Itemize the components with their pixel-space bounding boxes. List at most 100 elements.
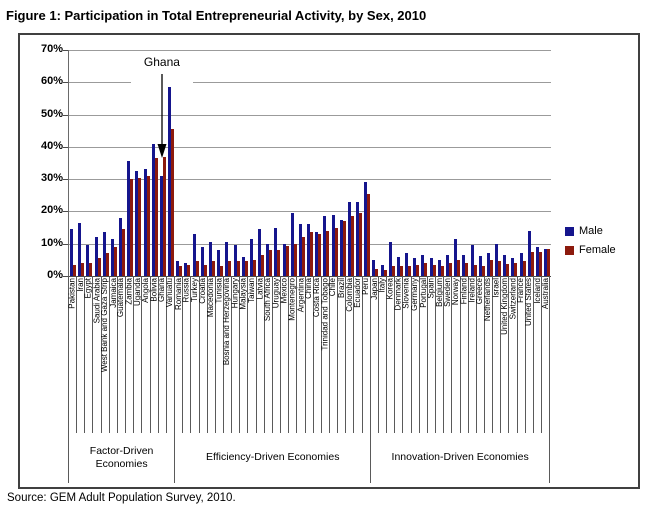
- bar-female: [220, 266, 224, 276]
- bar-male: [315, 232, 319, 276]
- x-label-cell: Hungary: [231, 276, 240, 433]
- country-slot: [143, 50, 151, 276]
- bar-female: [261, 255, 265, 276]
- country-slot: [518, 50, 526, 276]
- plot-area: [68, 50, 551, 277]
- y-tick-mark: [63, 114, 68, 116]
- x-label-cell: Norway: [451, 276, 460, 433]
- x-label-cell: Brazil: [337, 276, 346, 433]
- x-label-cell: Korea: [386, 276, 395, 433]
- country-slot: [339, 50, 347, 276]
- x-label-cell: Trinidad and Tobago: [320, 276, 329, 433]
- female-swatch-icon: [565, 245, 574, 255]
- bar-male: [298, 224, 302, 276]
- country-slot: [159, 50, 167, 276]
- x-label-cell: Malaysia: [239, 276, 248, 433]
- x-label-cell: Italy: [378, 276, 387, 433]
- bar-female: [498, 261, 502, 276]
- country-slot: [167, 50, 175, 276]
- legend: Male Female: [565, 225, 616, 263]
- bar-male: [339, 219, 343, 276]
- x-label-cell: Israel: [492, 276, 501, 433]
- country-slot: [94, 50, 102, 276]
- bar-male: [143, 169, 147, 276]
- bar-female: [408, 266, 412, 276]
- bar-male: [527, 230, 531, 276]
- gridline: [69, 211, 551, 213]
- gridline: [69, 114, 551, 116]
- country-slot: [437, 50, 445, 276]
- x-label-cell: Colombia: [345, 276, 354, 433]
- bar-female: [293, 243, 297, 276]
- bar-female: [105, 253, 109, 276]
- bar-male: [388, 242, 392, 276]
- x-label-cell: Finland: [459, 276, 468, 433]
- bar-female: [269, 250, 273, 276]
- y-tick-label: 50%: [40, 107, 63, 120]
- bar-male: [413, 258, 417, 276]
- bar-male: [323, 216, 327, 276]
- country-slot: [183, 50, 191, 276]
- x-label-cell: Ecuador: [353, 276, 362, 433]
- x-label-cell: South Africa: [263, 276, 272, 433]
- country-slot: [502, 50, 510, 276]
- bar-female: [506, 263, 510, 276]
- bar-female: [244, 260, 248, 276]
- bar-female: [359, 213, 363, 276]
- country-slot: [249, 50, 257, 276]
- x-label-cell: Argentina: [296, 276, 305, 433]
- x-label-cell: Costa Rica: [312, 276, 321, 433]
- bar-male: [184, 263, 188, 276]
- gridline: [69, 179, 551, 181]
- bar-female: [252, 259, 256, 276]
- gridline: [69, 50, 551, 51]
- bar-female: [228, 261, 232, 276]
- country-slot: [494, 50, 502, 276]
- x-label-cell: Chile: [329, 276, 338, 433]
- y-tick-label: 10%: [40, 236, 63, 249]
- bar-female: [236, 261, 240, 276]
- x-label-cell: Latvia: [255, 276, 264, 433]
- country-slot: [306, 50, 314, 276]
- country-slot: [380, 50, 388, 276]
- y-tick-label: 70%: [40, 43, 63, 55]
- x-label-cell: Peru: [361, 276, 370, 433]
- x-label-cell: Croatia: [198, 276, 207, 433]
- source-note: Source: GEM Adult Population Survey, 201…: [7, 492, 236, 504]
- x-label-cell: Uruguay: [271, 276, 280, 433]
- x-label-cell: Jamaica: [108, 276, 117, 433]
- x-label-cell: Angola: [141, 276, 150, 433]
- country-slot: [118, 50, 126, 276]
- y-tick-mark: [63, 146, 68, 148]
- bars-layer: [69, 50, 551, 276]
- country-slot: [355, 50, 363, 276]
- bar-male: [495, 243, 499, 276]
- country-slot: [110, 50, 118, 276]
- x-label-cell: France: [516, 276, 525, 433]
- bar-female: [326, 230, 330, 276]
- bar-male: [241, 256, 245, 276]
- x-label-cell: Iran: [76, 276, 85, 433]
- bar-male: [364, 182, 368, 276]
- bar-male: [176, 261, 180, 276]
- country-slot: [510, 50, 518, 276]
- bar-male: [396, 256, 400, 276]
- group-label: Factor-Driven Economies: [68, 433, 174, 483]
- bar-male: [405, 253, 409, 276]
- bar-male: [356, 201, 360, 276]
- bar-male: [217, 250, 221, 276]
- group-label: Innovation-Driven Economies: [370, 433, 550, 483]
- x-label-cell: West Bank and Gaza Strip: [100, 276, 109, 433]
- x-label-cell: Sweden: [443, 276, 452, 433]
- legend-female-label: Female: [579, 244, 616, 256]
- bar-female: [522, 261, 526, 276]
- bar-male: [86, 245, 90, 276]
- bar-male: [78, 222, 82, 276]
- y-tick-label: 20%: [40, 204, 63, 217]
- country-slot: [175, 50, 183, 276]
- x-label-cell: Uganda: [133, 276, 142, 433]
- country-slot: [192, 50, 200, 276]
- x-label-cell: Turkey: [190, 276, 199, 433]
- country-slot: [412, 50, 420, 276]
- bar-male: [274, 227, 278, 276]
